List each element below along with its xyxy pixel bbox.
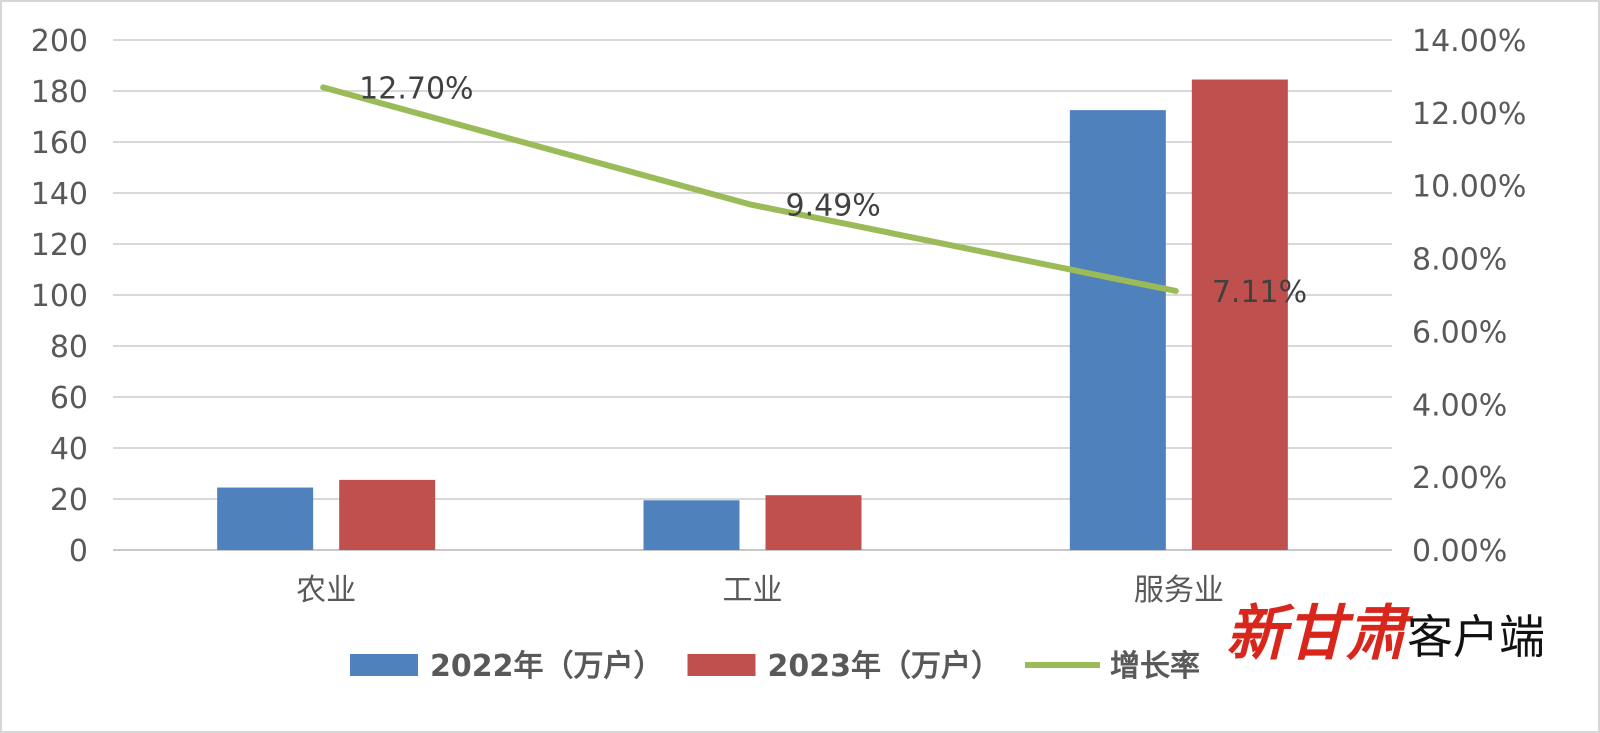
y-tick-label: 160 <box>31 126 88 161</box>
bars <box>217 79 1288 551</box>
watermark-logo: 新甘肃 客户端 <box>1226 599 1545 669</box>
y2-tick-label: 4.00% <box>1412 388 1507 423</box>
x-tick-label: 工业 <box>723 573 783 608</box>
y-tick-label: 120 <box>31 228 88 263</box>
y-tick-label: 80 <box>50 330 88 365</box>
bar <box>217 487 314 550</box>
legend-label: 2022年（万户） <box>430 649 664 684</box>
y2-tick-label: 12.00% <box>1412 97 1526 132</box>
watermark-brand-text: 新甘肃 <box>1226 599 1414 669</box>
bar <box>339 479 436 550</box>
bar <box>643 500 740 550</box>
y-tick-label: 40 <box>50 432 88 467</box>
x-axis: 农业 工业 服务业 <box>296 573 1224 608</box>
growth-line-path <box>320 84 1179 294</box>
legend: 2022年（万户） 2023年（万户） 增长率 <box>350 649 1200 684</box>
y-tick-label: 180 <box>31 75 88 110</box>
x-tick-label: 农业 <box>296 573 356 608</box>
data-label: 12.70% <box>359 71 473 106</box>
x-tick-label: 服务业 <box>1134 573 1224 608</box>
legend-swatch <box>350 654 418 676</box>
y-tick-label: 200 <box>31 24 88 59</box>
y-tick-label: 60 <box>50 381 88 416</box>
bar <box>1191 79 1288 551</box>
legend-label: 2023年（万户） <box>768 649 1002 684</box>
bar <box>765 495 862 550</box>
y2-tick-label: 6.00% <box>1412 315 1507 350</box>
y-tick-label: 20 <box>50 483 88 518</box>
watermark-client-text: 客户端 <box>1407 610 1545 664</box>
legend-label: 增长率 <box>1110 649 1200 684</box>
growth-line: 12.70% 9.49% 7.11% <box>320 71 1307 310</box>
y2-tick-label: 14.00% <box>1412 24 1526 59</box>
y-axis-right: 0.00% 2.00% 4.00% 6.00% 8.00% 10.00% 12.00% 14.… <box>1412 24 1526 569</box>
data-label: 9.49% <box>786 188 881 223</box>
y-tick-label: 0 <box>69 534 88 569</box>
y-tick-label: 100 <box>31 279 88 314</box>
bar <box>1069 110 1166 550</box>
data-label: 7.11% <box>1212 275 1307 310</box>
legend-swatch <box>687 654 756 676</box>
y2-tick-label: 2.00% <box>1412 461 1507 496</box>
y-tick-label: 140 <box>31 177 88 212</box>
y2-tick-label: 8.00% <box>1412 243 1507 278</box>
y-axis-left: 0 20 40 60 80 100 120 140 160 180 200 <box>31 24 88 569</box>
y2-tick-label: 0.00% <box>1412 534 1507 569</box>
y2-tick-label: 10.00% <box>1412 170 1526 205</box>
